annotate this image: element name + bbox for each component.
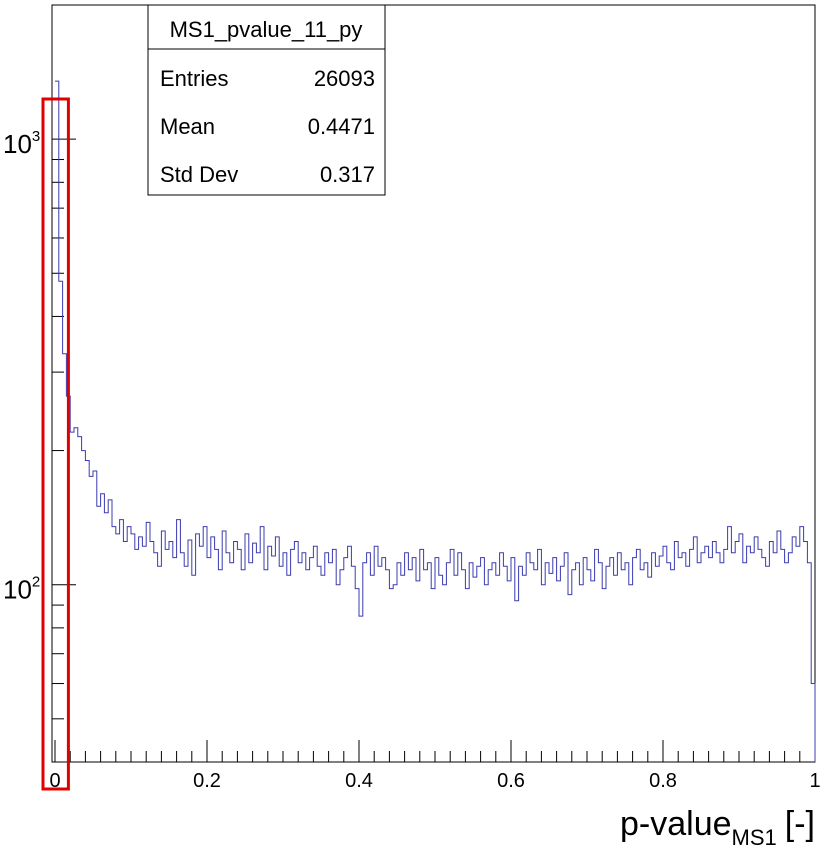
x-axis-label-suffix: [-] bbox=[785, 805, 815, 843]
x-axis-label: p-valueMS1 [-] bbox=[620, 805, 815, 850]
stats-stddev-value: 0.317 bbox=[320, 162, 375, 187]
x-tick-label: 1 bbox=[809, 770, 820, 792]
plot-frame bbox=[51, 4, 816, 763]
stats-entries-value: 26093 bbox=[314, 66, 375, 91]
stats-mean-label: Mean bbox=[160, 114, 215, 139]
x-tick-label: 0.2 bbox=[193, 770, 221, 792]
stats-box: MS1_pvalue_11_py Entries 26093 Mean 0.44… bbox=[147, 4, 386, 196]
x-tick-label: 0.8 bbox=[649, 770, 677, 792]
stats-stddev-label: Std Dev bbox=[160, 162, 238, 187]
stats-mean-value: 0.4471 bbox=[308, 114, 375, 139]
stats-box-title: MS1_pvalue_11_py bbox=[170, 17, 363, 42]
x-tick-label: 0 bbox=[49, 770, 60, 792]
x-tick-label: 0.6 bbox=[497, 770, 525, 792]
y-tick-labels: 102 103 bbox=[3, 128, 40, 605]
x-tick-labels: 0 0.2 0.4 0.6 0.8 1 bbox=[49, 770, 820, 792]
stats-box-frame bbox=[147, 4, 386, 196]
axis-ticks bbox=[52, 4, 816, 763]
y-tick-label: 103 bbox=[3, 128, 40, 159]
x-axis-label-subscript: MS1 bbox=[732, 825, 777, 850]
histogram-series-line bbox=[55, 80, 816, 762]
stats-entries-label: Entries bbox=[160, 66, 228, 91]
x-tick-label: 0.4 bbox=[345, 770, 373, 792]
y-tick-label: 102 bbox=[3, 574, 40, 605]
x-axis-label-main: p-value bbox=[620, 805, 732, 843]
highlight-box bbox=[41, 97, 70, 791]
